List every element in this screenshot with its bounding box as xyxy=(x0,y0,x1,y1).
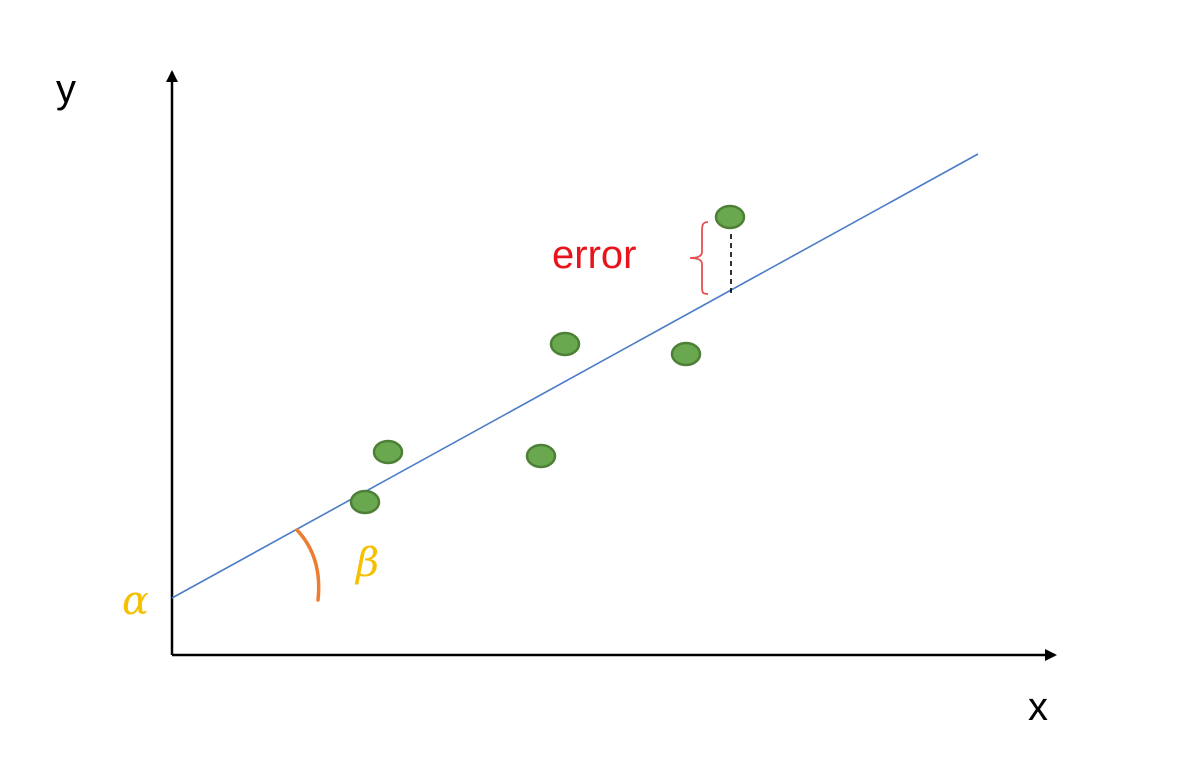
y-axis-label: y xyxy=(56,67,76,111)
data-point xyxy=(349,489,381,515)
slope-beta-label: β xyxy=(354,540,379,586)
data-point xyxy=(714,204,746,230)
data-point xyxy=(670,341,702,367)
regression-line xyxy=(171,153,979,599)
slope-angle-arc xyxy=(295,528,321,602)
error-label: error xyxy=(552,233,636,277)
error-brace xyxy=(689,221,709,295)
data-points xyxy=(349,204,746,515)
intercept-alpha-label: α xyxy=(122,578,149,624)
data-point xyxy=(525,443,557,469)
x-axis-label: x xyxy=(1028,685,1048,729)
data-point xyxy=(549,331,581,357)
data-point xyxy=(372,439,404,465)
